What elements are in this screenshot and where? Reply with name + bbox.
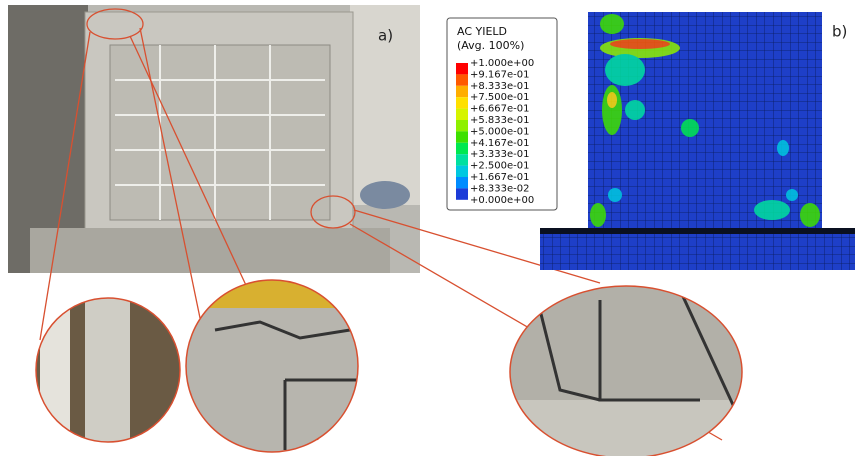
legend-label: +1.000e+00: [470, 58, 534, 69]
legend-label: +8.333e-02: [470, 183, 530, 194]
legend-swatch: [456, 143, 468, 154]
legend-label: +0.000e+00: [470, 195, 534, 206]
legend-label: +9.167e-01: [470, 69, 530, 80]
legend-swatch: [456, 63, 468, 74]
legend-label: +3.333e-01: [470, 149, 530, 160]
legend-label: +6.667e-01: [470, 104, 530, 115]
legend-swatch: [456, 74, 468, 85]
legend-swatch: [456, 177, 468, 188]
page: {"panel_a": {"label": "a)"}, "panel_b": …: [0, 0, 855, 456]
legend-swatch: [456, 86, 468, 97]
legend-swatch: [456, 97, 468, 108]
legend-swatch: [456, 131, 468, 142]
legend-title: AC YIELD: [457, 25, 507, 38]
legend-label: +4.167e-01: [470, 138, 530, 149]
legend: AC YIELD (Avg. 100%) +1.000e+00+9.167e-0…: [447, 18, 557, 210]
panel-label: a): [378, 27, 393, 45]
legend-label: +5.833e-01: [470, 115, 530, 126]
legend-swatch: [456, 154, 468, 165]
detail-photos: [30, 278, 745, 456]
legend-swatch: [456, 109, 468, 120]
legend-label: +5.000e-01: [470, 126, 530, 137]
legend-label: +1.667e-01: [470, 172, 530, 183]
panel-label: b): [832, 23, 847, 41]
fe-model: b): [540, 12, 855, 270]
legend-subtitle: (Avg. 100%): [457, 39, 524, 52]
legend-swatch: [456, 188, 468, 199]
legend-swatch: [456, 120, 468, 131]
legend-swatch: [456, 166, 468, 177]
figure: a): [0, 0, 855, 456]
legend-label: +8.333e-01: [470, 81, 530, 92]
photo-a: a): [8, 5, 420, 273]
legend-label: +2.500e-01: [470, 161, 530, 172]
legend-label: +7.500e-01: [470, 92, 530, 103]
